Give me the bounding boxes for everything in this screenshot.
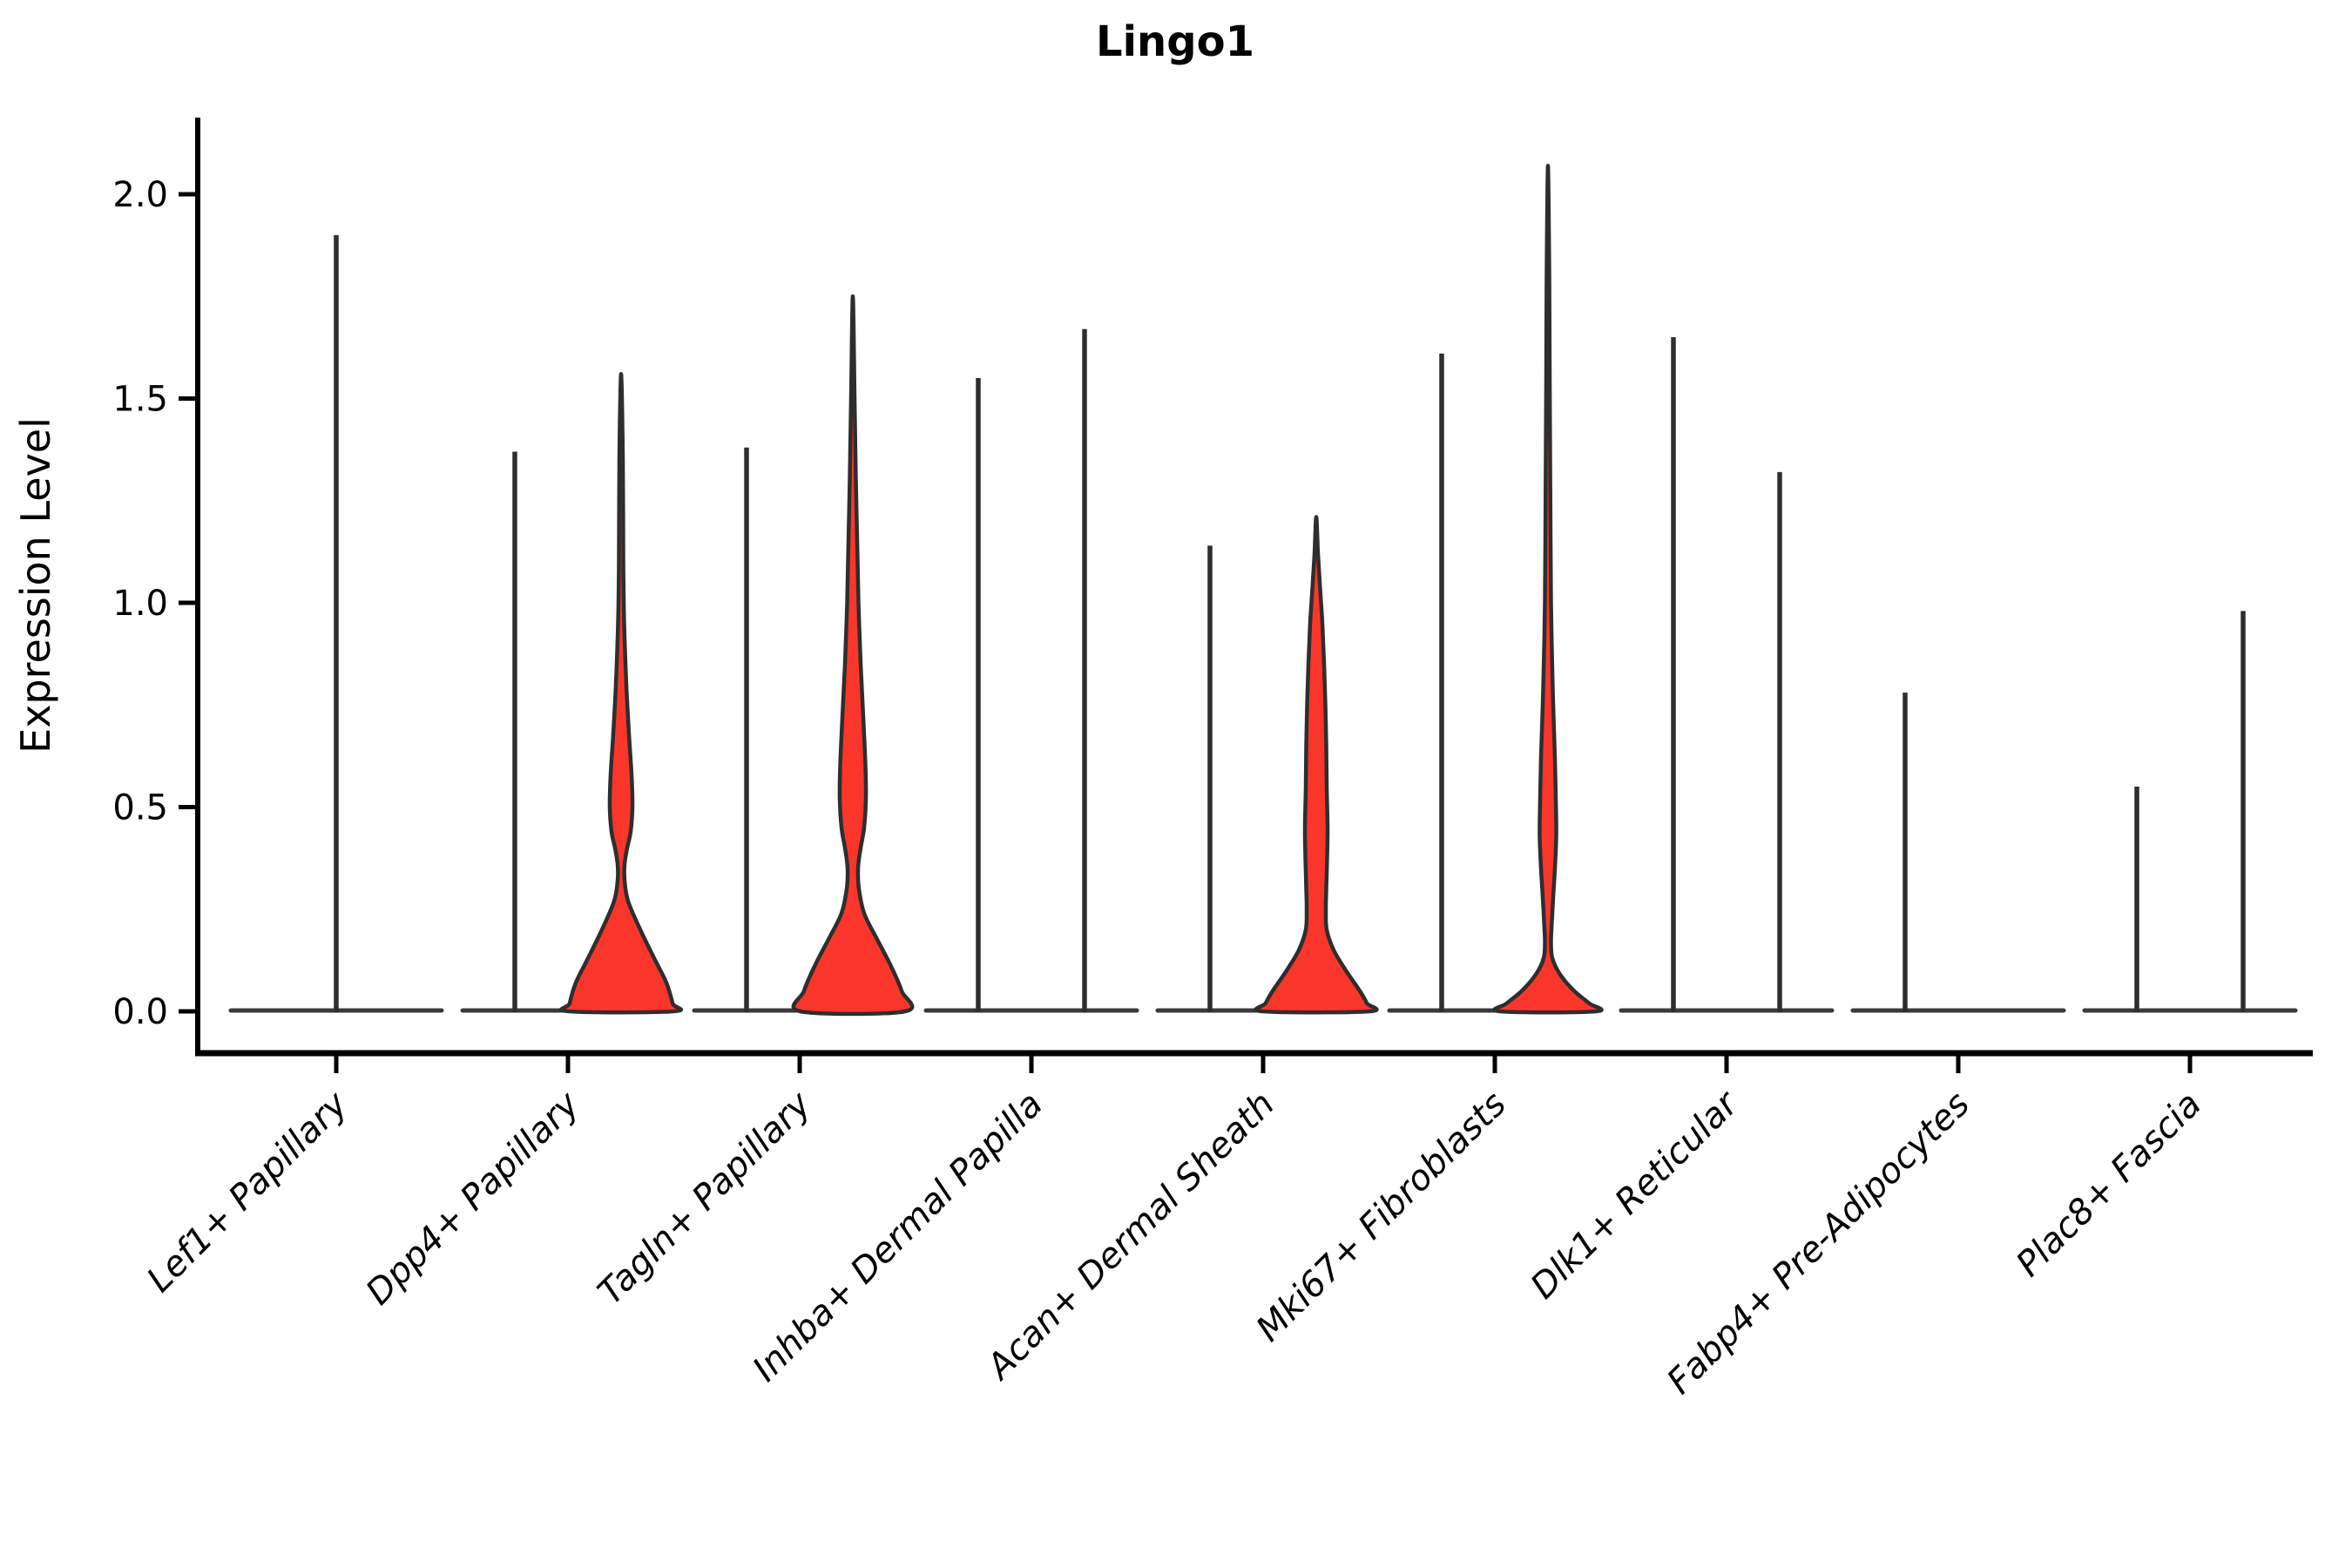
x-tick-label: Dpp4+ Papillary xyxy=(359,1084,588,1313)
x-tick-label: Lef1+ Papillary xyxy=(139,1084,356,1301)
x-tick-label: Dlk1+ Reticular xyxy=(1524,1083,1747,1307)
y-tick-label: 0.0 xyxy=(112,992,168,1032)
violin-body xyxy=(1254,515,1379,1015)
violin-body xyxy=(1492,163,1604,1015)
violin-body xyxy=(559,372,683,1015)
x-tick-label: Plac8+ Fascia xyxy=(2009,1085,2209,1285)
y-tick-label: 2.0 xyxy=(112,175,168,215)
y-tick-label: 1.0 xyxy=(112,584,168,624)
y-axis-label: Expression Level xyxy=(12,417,59,754)
x-tick-label: Tagln+ Papillary xyxy=(591,1084,820,1313)
y-tick-label: 0.5 xyxy=(112,788,168,828)
y-tick-label: 1.5 xyxy=(112,380,168,420)
chart-title: Lingo1 xyxy=(1096,17,1254,66)
x-tick-label: Mki67+ Fibroblasts xyxy=(1248,1085,1514,1350)
violin-body xyxy=(791,294,915,1017)
